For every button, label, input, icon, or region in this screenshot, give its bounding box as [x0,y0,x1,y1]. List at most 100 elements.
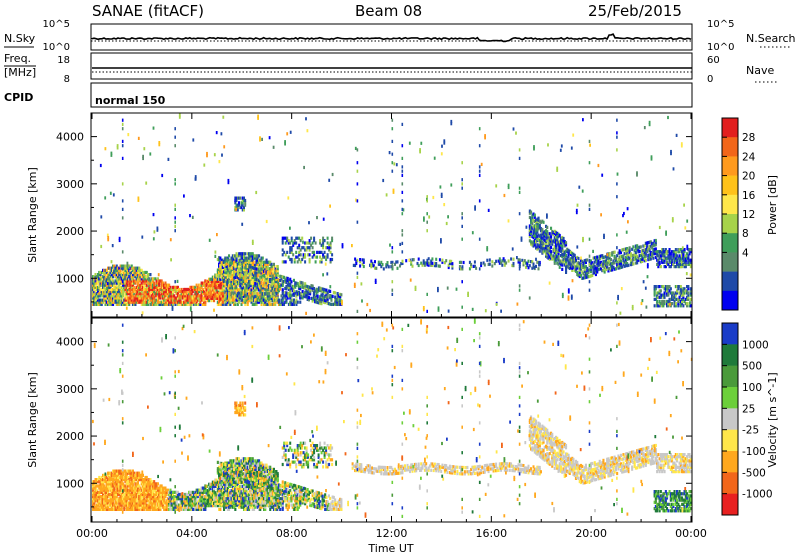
echo-cell [196,290,199,294]
echo-cell [583,267,586,271]
echo-cell [118,279,121,283]
echo-cell [598,263,601,267]
echo-cell [666,289,669,293]
echo-cell [124,292,127,296]
echo-cell [191,300,194,304]
echo-cell [218,267,221,271]
echo-cell [559,148,562,152]
echo-cell [243,256,246,260]
echo-cell [308,257,311,262]
echo-cell [666,250,669,254]
echo-cell [136,283,139,287]
echo-cell [241,288,244,292]
echo-cell [287,283,290,287]
echo-cell [198,287,201,292]
echo-cell [683,256,686,260]
echo-cell [684,297,687,301]
echo-cell [401,207,404,211]
echo-cell [229,284,232,288]
echo-cell [225,299,228,303]
echo-cell [532,235,535,240]
echo-cell [300,281,303,285]
echo-cell [401,233,404,237]
echo-cell [139,294,142,298]
echo-cell [117,300,120,304]
echo-cell [552,247,555,252]
echo-cell [107,501,110,505]
echo-cell [312,297,315,301]
echo-cell [103,507,106,511]
echo-cell [239,273,242,277]
echo-cell [305,284,308,288]
echo-cell [188,287,191,292]
echo-cell [208,279,211,283]
echo-cell [109,471,112,475]
echo-cell [266,270,269,275]
echo-cell [220,282,223,286]
echo-cell [250,260,253,264]
echo-cell [253,275,256,279]
echo-cell [608,256,611,260]
echo-cell [113,488,116,492]
echo-cell [502,257,505,261]
echo-cell [241,252,244,256]
echo-cell [148,285,151,289]
echo-cell [123,507,126,511]
echo-cell [98,486,101,490]
echo-cell [284,300,287,304]
echo-cell [260,273,263,277]
echo-cell [332,290,335,295]
echo-cell [168,292,171,296]
echo-cell [266,277,269,281]
echo-cell [103,270,106,275]
echo-cell [468,267,471,271]
echo-cell [129,473,132,477]
echo-cell [292,302,295,306]
echo-cell [155,287,158,292]
echo-cell [105,497,108,501]
echo-cell [266,260,269,264]
echo-cell [95,503,98,507]
echo-cell [145,275,148,279]
echo-cell [290,300,293,304]
echo-cell [567,290,570,294]
echo-cell [679,265,682,269]
echo-cell [535,218,538,222]
echo-cell [208,277,211,281]
echo-cell [260,290,263,294]
echo-cell [604,267,607,272]
echo-cell [563,244,566,248]
echo-cell [122,484,125,488]
echo-cell [175,285,178,289]
echo-cell [391,152,394,156]
echo-cell [566,258,569,262]
echo-cell [130,298,133,302]
echo-cell [234,205,237,210]
echo-cell [104,294,107,298]
echo-cell [297,292,300,296]
echo-cell [268,300,271,304]
echo-cell [543,234,546,238]
echo-cell [646,275,649,279]
echo-cell [170,258,172,262]
echo-cell [238,294,241,298]
echo-cell [426,212,428,216]
echo-cell [672,167,675,171]
echo-cell [639,253,642,257]
echo-cell [233,260,236,264]
echo-cell [153,290,156,294]
echo-cell [241,254,244,258]
echo-cell [251,296,254,300]
echo-cell [238,277,241,281]
echo-cell [158,300,161,304]
echo-cell [189,308,192,312]
echo-cell [185,302,188,306]
echo-cell [258,265,261,269]
echo-cell [681,265,684,269]
echo-cell [296,246,299,250]
echo-cell [128,296,131,300]
echo-cell [115,273,118,277]
echo-cell [271,276,274,280]
echo-cell [243,298,246,302]
echo-cell [260,300,263,304]
